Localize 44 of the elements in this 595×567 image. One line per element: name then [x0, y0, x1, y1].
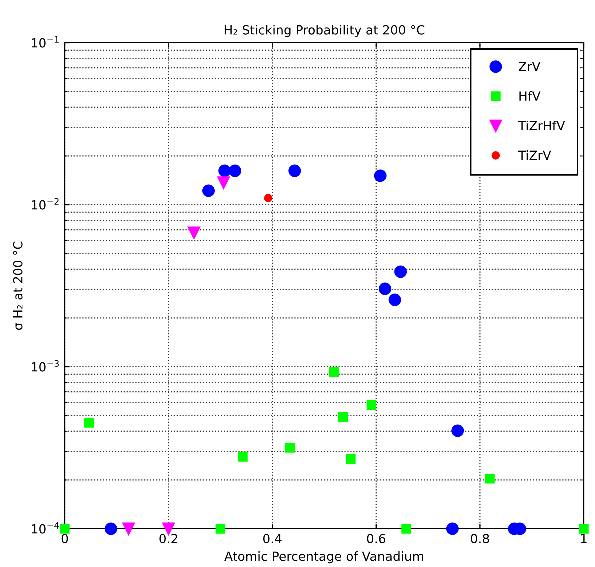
- x-tick-label: 0: [62, 534, 68, 544]
- point: [330, 367, 340, 377]
- point: [366, 400, 377, 410]
- point: [238, 452, 248, 462]
- point: [104, 522, 118, 536]
- point: [285, 443, 296, 453]
- point: [446, 522, 459, 536]
- y-tick-label: 10$^{−2}$: [32, 198, 59, 210]
- chart-title: H₂ Sticking Probability at 200 °C: [224, 25, 425, 38]
- point: [346, 454, 356, 464]
- point: [218, 176, 230, 190]
- x-axis-title: Atomic Percentage of Vanadium: [224, 552, 424, 564]
- y-tick-label: 10$^{−3}$: [32, 360, 59, 372]
- x-tick-label: 0.6: [367, 534, 386, 544]
- point: [378, 282, 392, 296]
- point: [394, 266, 408, 278]
- point: [218, 164, 232, 178]
- legend-label: ZrV: [519, 62, 541, 72]
- x-tick-label: 0.8: [471, 534, 490, 544]
- point: [202, 184, 216, 198]
- legend-label: TiZrV: [518, 150, 552, 160]
- x-tick-label: 0.4: [263, 534, 282, 544]
- y-tick-label: 10$^{−4}$: [32, 522, 60, 534]
- point: [579, 524, 589, 534]
- x-tick-label: 1: [581, 534, 587, 544]
- point: [60, 524, 70, 534]
- point: [188, 226, 200, 240]
- x-tick-label: 0.2: [160, 534, 178, 544]
- point: [122, 522, 136, 536]
- point: [402, 524, 412, 534]
- point: [388, 294, 402, 306]
- point: [452, 424, 464, 438]
- point: [288, 164, 302, 178]
- point: [264, 194, 273, 202]
- point: [228, 164, 242, 178]
- point: [338, 412, 348, 422]
- y-axis-title: σ H₂ at 200 °C: [13, 242, 23, 330]
- point: [374, 170, 387, 182]
- y-tick-label: 10$^{−1}$: [32, 36, 59, 48]
- legend-label: HfV: [520, 91, 541, 101]
- point: [485, 474, 495, 484]
- point: [84, 418, 94, 428]
- legend-label: TiZrHfV: [518, 120, 566, 130]
- point: [216, 524, 226, 534]
